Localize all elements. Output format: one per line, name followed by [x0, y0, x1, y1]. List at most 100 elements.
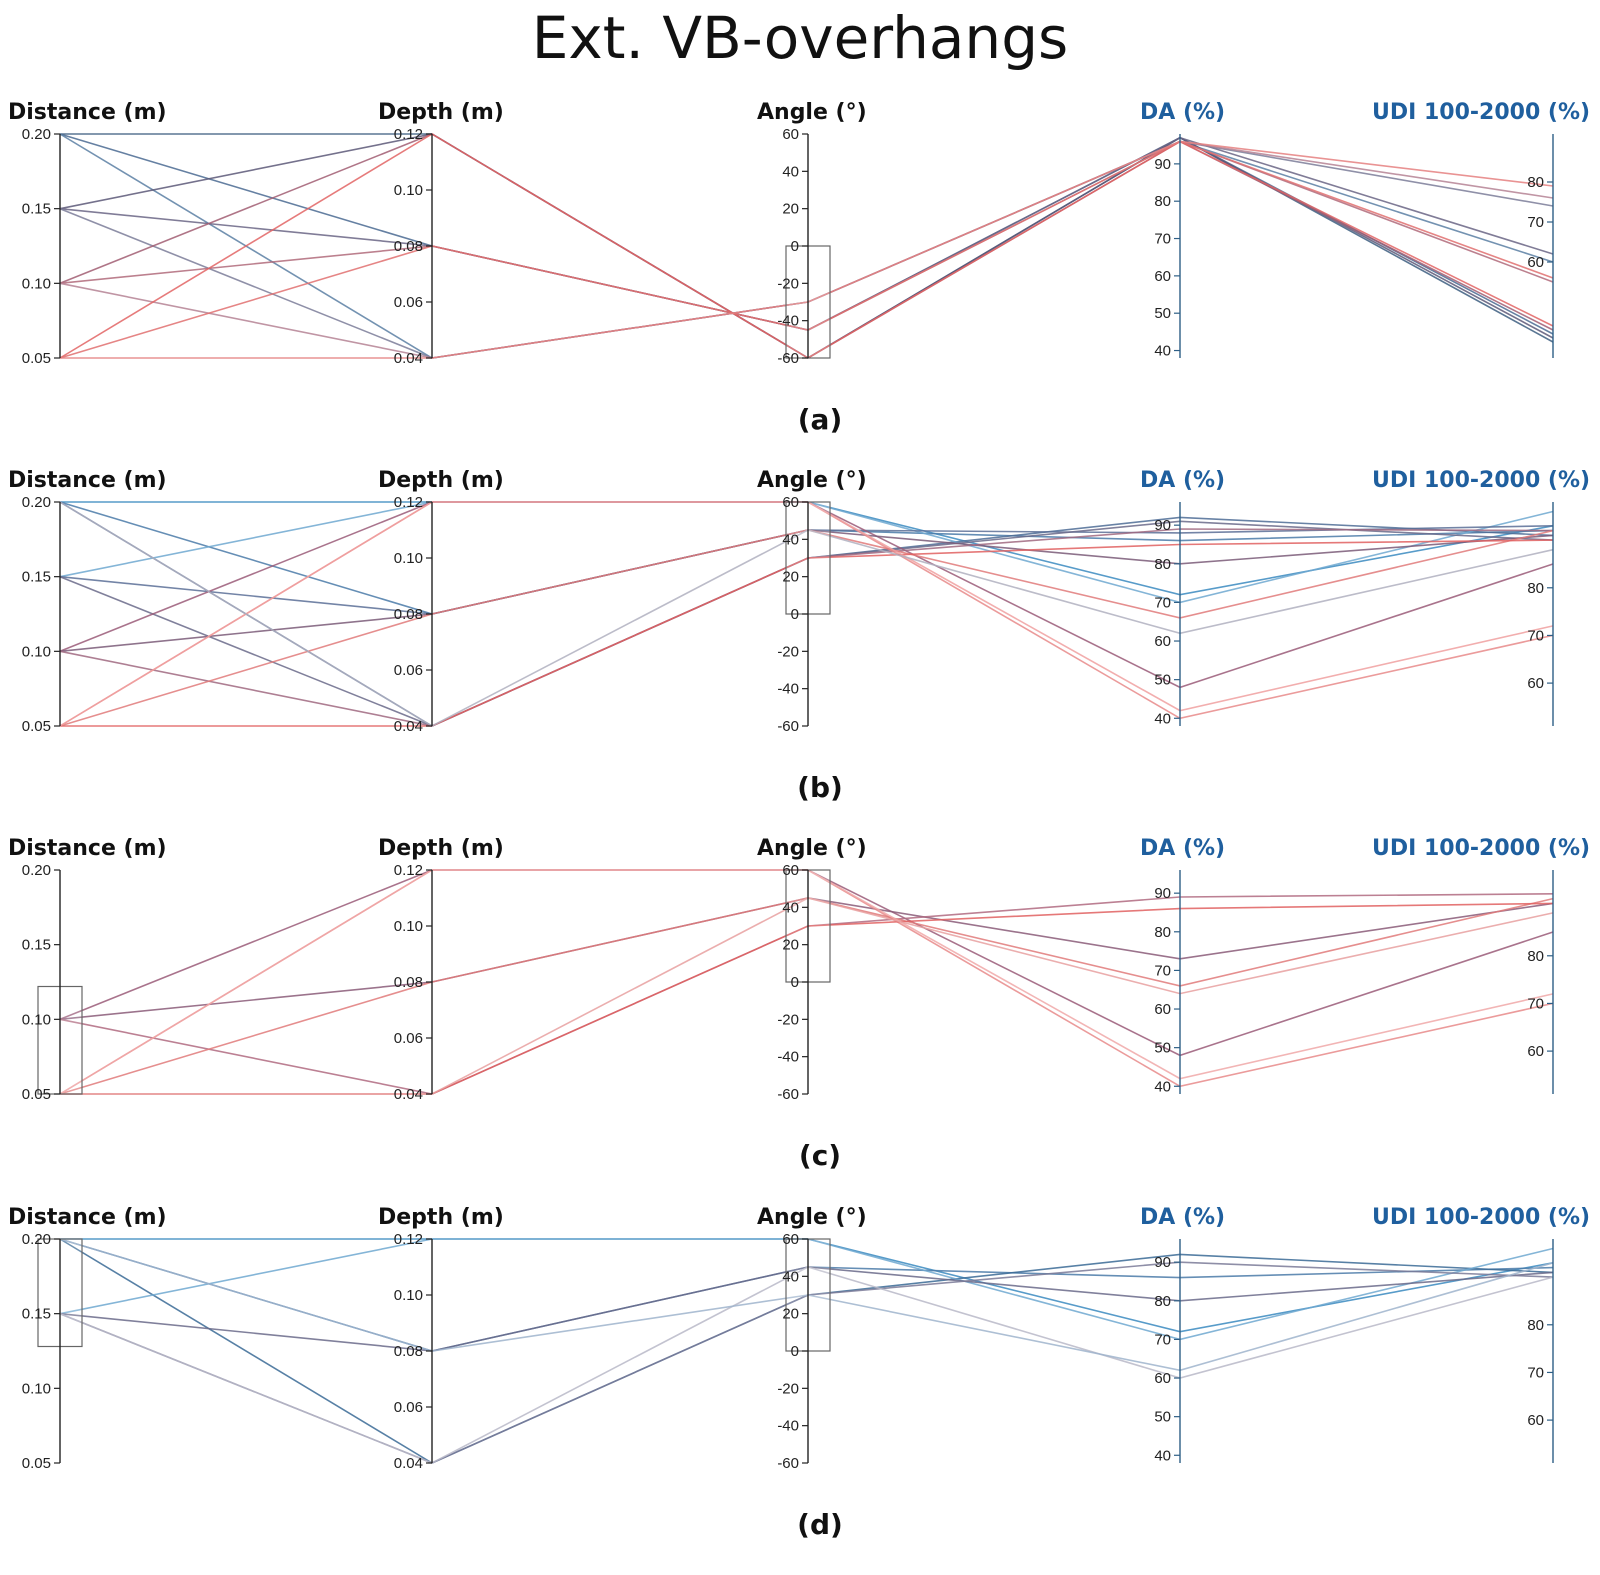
tick-label: 70 — [1527, 214, 1544, 231]
tick-label: 60 — [1527, 1412, 1544, 1429]
axis-4[interactable]: 80 70 60 — [1527, 134, 1554, 358]
tick-label: 60 — [1154, 268, 1171, 285]
axis-title-4: UDI 100-2000 (%) — [1372, 468, 1591, 493]
panel-label: (a) — [797, 403, 843, 436]
axis-title-2: Angle (°) — [757, 836, 867, 861]
tick-label: 50 — [1154, 305, 1171, 322]
tick-label: 0.04 — [394, 1455, 423, 1472]
tick-label: 0.06 — [394, 294, 423, 311]
axis-3[interactable]: 90 80 70 60 50 40 — [1154, 134, 1181, 360]
axis-4[interactable]: 80 70 60 — [1527, 870, 1554, 1094]
tick-label: 60 — [782, 126, 799, 143]
panel-d: Distance (m) Depth (m) Angle (°) DA (%) UDI … — [0, 1205, 1600, 1575]
axis-1[interactable]: 0.12 0.10 0.08 0.06 0.04 — [394, 1231, 433, 1472]
axis-2[interactable]: 60 40 20 0 -20 -40 -60 — [777, 1231, 809, 1472]
tick-label: 90 — [1154, 517, 1171, 534]
tick-label: 80 — [1154, 556, 1171, 573]
axis-title-0: Distance (m) — [8, 836, 167, 861]
tick-label: -40 — [777, 681, 799, 698]
axis-title-3: DA (%) — [1140, 100, 1226, 125]
axis-title-0: Distance (m) — [8, 1205, 167, 1230]
axis-title-3: DA (%) — [1140, 468, 1226, 493]
tick-label: 0.12 — [394, 862, 423, 879]
tick-label: 80 — [1154, 924, 1171, 941]
tick-label: 0.04 — [394, 1086, 423, 1103]
axis-1[interactable]: 0.12 0.10 0.08 0.06 0.04 — [394, 494, 433, 735]
tick-label: 0.10 — [394, 918, 423, 935]
figure-title: Ext. VB-overhangs — [531, 4, 1069, 72]
tick-label: 80 — [1154, 193, 1171, 210]
tick-label: 0.10 — [22, 1011, 51, 1028]
tick-label: 0.15 — [22, 201, 51, 218]
tick-label: 0.10 — [22, 643, 51, 660]
tick-label: 0.15 — [22, 1306, 51, 1323]
tick-label: 80 — [1527, 1317, 1544, 1334]
tick-label: 40 — [1154, 343, 1171, 360]
tick-label: 0.10 — [394, 182, 423, 199]
axis-title-2: Angle (°) — [757, 1205, 867, 1230]
tick-label: 0.04 — [394, 350, 423, 367]
tick-label: 20 — [782, 201, 799, 218]
tick-label: 0.12 — [394, 126, 423, 143]
tick-label: -20 — [777, 1380, 799, 1397]
axis-3[interactable]: 90 80 70 60 50 40 — [1154, 502, 1181, 727]
tick-label: -60 — [777, 1086, 799, 1103]
tick-label: 0 — [791, 974, 799, 991]
tick-label: 0.10 — [22, 1380, 51, 1397]
axis-4[interactable]: 80 70 60 — [1527, 1239, 1554, 1463]
tick-label: 60 — [1527, 1043, 1544, 1060]
tick-label: 0.08 — [394, 238, 423, 255]
tick-label: 0.05 — [22, 1455, 51, 1472]
axis-title-1: Depth (m) — [378, 1205, 504, 1230]
tick-label: 60 — [1154, 633, 1171, 650]
tick-label: 20 — [782, 569, 799, 586]
tick-label: 0.08 — [394, 606, 423, 623]
tick-label: 0.10 — [22, 275, 51, 292]
tick-label: 70 — [1154, 594, 1171, 611]
tick-label: 60 — [1527, 675, 1544, 692]
axis-1[interactable]: 0.12 0.10 0.08 0.06 0.04 — [394, 126, 433, 367]
axis-title-3: DA (%) — [1140, 1205, 1226, 1230]
axis-2[interactable]: 60 40 20 0 -20 -40 -60 — [777, 862, 809, 1103]
panel-c: Distance (m) Depth (m) Angle (°) DA (%) UDI … — [0, 836, 1600, 1206]
axis-1[interactable]: 0.12 0.10 0.08 0.06 0.04 — [394, 862, 433, 1103]
tick-label: 60 — [782, 862, 799, 879]
tick-label: 50 — [1154, 1040, 1171, 1057]
axis-3[interactable]: 90 80 70 60 50 40 — [1154, 870, 1181, 1095]
axis-0[interactable]: 0.20 0.15 0.10 0.05 — [22, 862, 61, 1103]
tick-label: -60 — [777, 718, 799, 735]
tick-label: 90 — [1154, 885, 1171, 902]
tick-label: 90 — [1154, 1254, 1171, 1271]
tick-label: 0 — [791, 238, 799, 255]
tick-label: 50 — [1154, 1409, 1171, 1426]
axis-0[interactable]: 0.20 0.15 0.10 0.05 — [22, 494, 61, 735]
axis-4[interactable]: 80 70 60 — [1527, 502, 1554, 726]
tick-label: 80 — [1527, 580, 1544, 597]
axis-title-1: Depth (m) — [378, 836, 504, 861]
tick-label: 80 — [1154, 1293, 1171, 1310]
axis-0[interactable]: 0.20 0.15 0.10 0.05 — [22, 1231, 61, 1472]
tick-label: -60 — [777, 350, 799, 367]
axis-title-4: UDI 100-2000 (%) — [1372, 100, 1591, 125]
tick-label: 0.12 — [394, 494, 423, 511]
tick-label: -60 — [777, 1455, 799, 1472]
tick-label: 0.20 — [22, 862, 51, 879]
tick-label: 60 — [782, 1231, 799, 1248]
tick-label: 40 — [1154, 1078, 1171, 1095]
axis-title-0: Distance (m) — [8, 100, 167, 125]
axis-3[interactable]: 90 80 70 60 50 40 — [1154, 1239, 1181, 1464]
tick-label: 70 — [1154, 231, 1171, 248]
axis-title-4: UDI 100-2000 (%) — [1372, 1205, 1591, 1230]
tick-label: 40 — [782, 1268, 799, 1285]
tick-label: 80 — [1527, 948, 1544, 965]
parallel-plot: 0.20 0.15 0.10 0.05 0.12 0.10 0.08 0.06 0.04 60 40… — [22, 126, 1554, 367]
axis-2[interactable]: 60 40 20 0 -20 -40 -60 — [777, 126, 809, 367]
tick-label: 0 — [791, 1343, 799, 1360]
tick-label: 0.20 — [22, 494, 51, 511]
axis-0[interactable]: 0.20 0.15 0.10 0.05 — [22, 126, 61, 367]
axis-2[interactable]: 60 40 20 0 -20 -40 -60 — [777, 494, 809, 735]
tick-label: 0.08 — [394, 974, 423, 991]
axis-title-3: DA (%) — [1140, 836, 1226, 861]
tick-label: 70 — [1154, 1331, 1171, 1348]
tick-label: 0 — [791, 606, 799, 623]
